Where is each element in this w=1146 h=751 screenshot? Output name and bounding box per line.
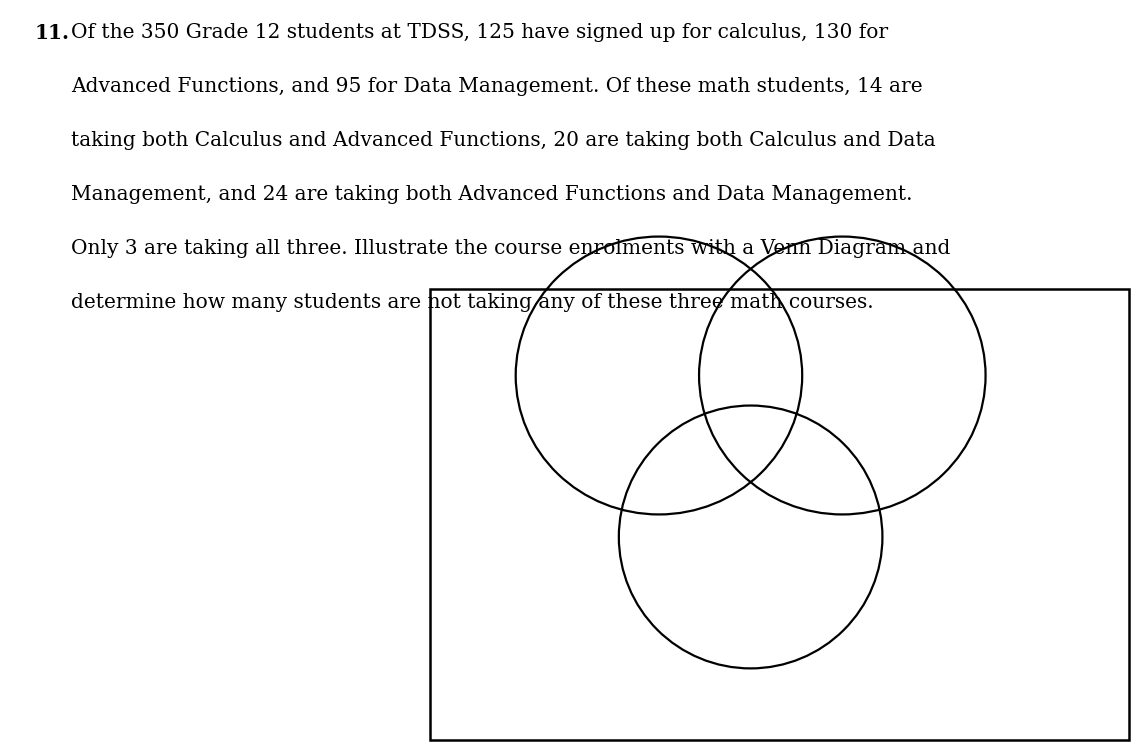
Text: taking both Calculus and Advanced Functions, 20 are taking both Calculus and Dat: taking both Calculus and Advanced Functi… [71, 131, 936, 149]
Text: 11.: 11. [34, 23, 70, 43]
FancyBboxPatch shape [430, 289, 1129, 740]
Text: Management, and 24 are taking both Advanced Functions and Data Management.: Management, and 24 are taking both Advan… [71, 185, 912, 204]
Text: determine how many students are not taking any of these three math courses.: determine how many students are not taki… [71, 293, 873, 312]
Text: Advanced Functions, and 95 for Data Management. Of these math students, 14 are: Advanced Functions, and 95 for Data Mana… [71, 77, 923, 95]
Text: Of the 350 Grade 12 students at TDSS, 125 have signed up for calculus, 130 for: Of the 350 Grade 12 students at TDSS, 12… [71, 23, 888, 41]
Text: Only 3 are taking all three. Illustrate the course enrolments with a Venn Diagra: Only 3 are taking all three. Illustrate … [71, 239, 950, 258]
